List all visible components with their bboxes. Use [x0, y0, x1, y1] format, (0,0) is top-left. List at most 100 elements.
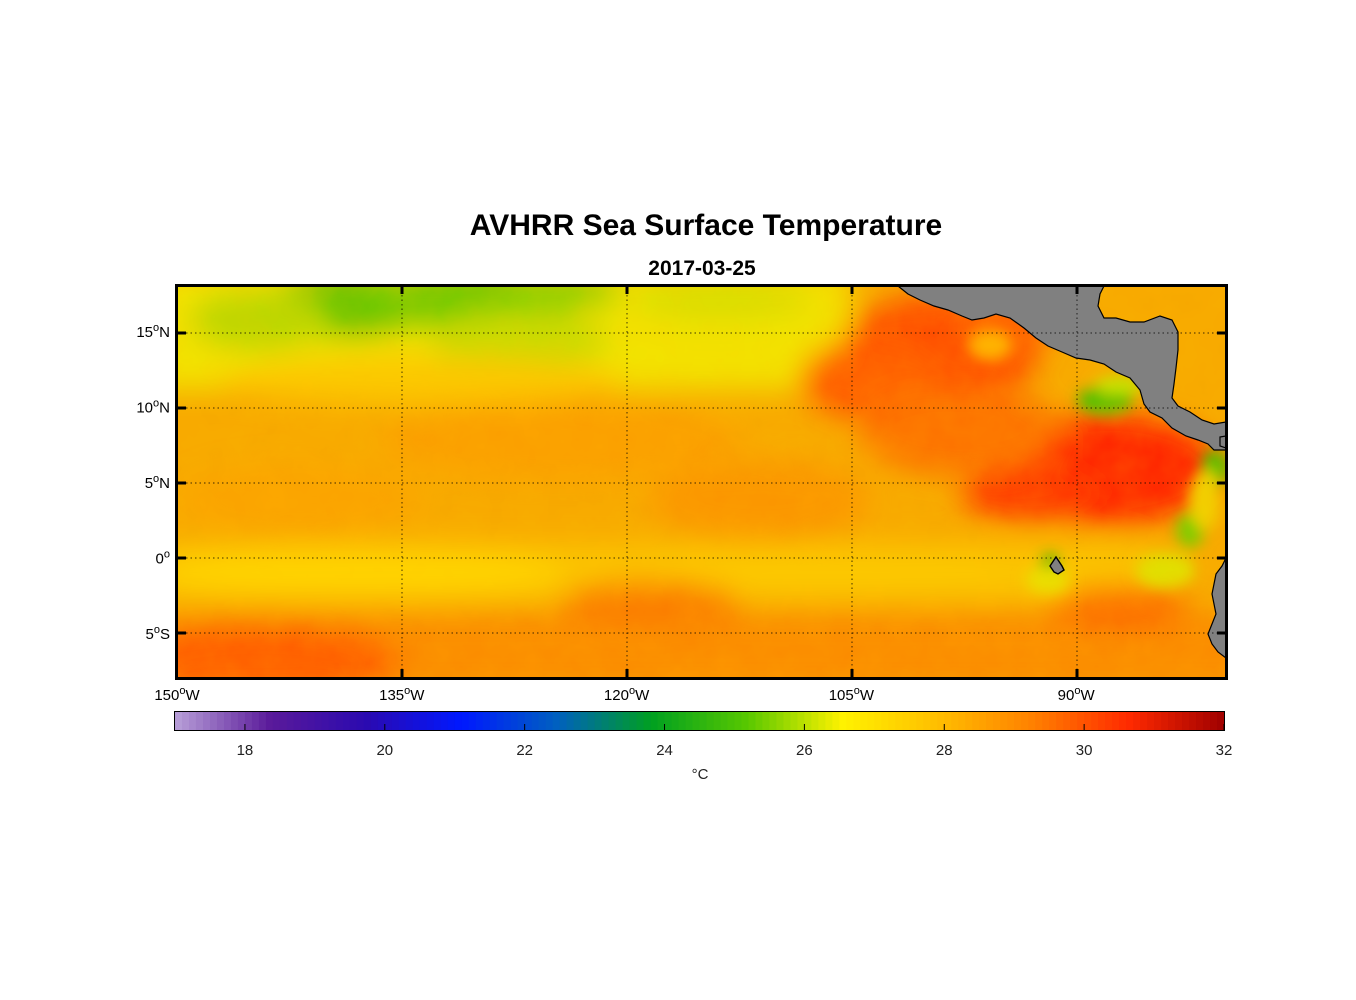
colorbar-swatch — [1007, 712, 1015, 730]
colorbar-swatch — [412, 712, 421, 730]
colorbar-tick-label: 22 — [516, 742, 533, 759]
longitude-tick-label: 90oW — [1058, 685, 1096, 704]
longitude-tick-label: 150oW — [154, 685, 200, 704]
colorbar-swatch — [1168, 712, 1176, 730]
colorbar-swatch — [307, 712, 316, 730]
colorbar-swatch — [643, 712, 652, 730]
colorbar-swatch — [349, 712, 358, 730]
colorbar-swatch — [426, 712, 435, 730]
chart-title: AVHRR Sea Surface Temperature — [470, 209, 942, 242]
latitude-tick-label: 10oN — [136, 398, 170, 417]
colorbar-swatch — [741, 712, 750, 730]
colorbar-swatch — [293, 712, 302, 730]
colorbar-swatch — [328, 712, 337, 730]
colorbar-swatch — [755, 712, 764, 730]
colorbar-swatch — [496, 712, 505, 730]
colorbar-swatch — [209, 712, 218, 730]
colorbar-swatch — [552, 712, 561, 730]
colorbar-swatch — [482, 712, 491, 730]
colorbar-swatch — [524, 712, 533, 730]
colorbar-swatch — [1119, 712, 1127, 730]
colorbar-swatch — [1154, 712, 1162, 730]
colorbar-swatch — [839, 712, 847, 730]
colorbar-swatch — [573, 712, 582, 730]
sst-texture — [177, 286, 1226, 678]
colorbar-tick-label: 26 — [796, 742, 813, 759]
colorbar-swatch — [1098, 712, 1106, 730]
longitude-tick-label: 135oW — [379, 685, 425, 704]
colorbar-swatch — [237, 712, 246, 730]
colorbar-swatch — [797, 712, 805, 730]
colorbar-swatch — [188, 712, 197, 730]
chart-subtitle: 2017-03-25 — [648, 257, 756, 280]
colorbar-swatch — [475, 712, 484, 730]
colorbar-swatch — [510, 712, 519, 730]
sst-heatmap — [177, 286, 1226, 678]
colorbar-swatch — [503, 712, 512, 730]
colorbar-swatch — [202, 712, 211, 730]
colorbar-tick-label: 30 — [1076, 742, 1093, 759]
colorbar-swatch — [195, 712, 204, 730]
colorbar-swatch — [440, 712, 449, 730]
colorbar-swatch — [853, 712, 861, 730]
colorbar-swatch — [636, 712, 645, 730]
colorbar-swatch — [944, 712, 952, 730]
colorbar-swatch — [258, 712, 267, 730]
colorbar-swatch — [314, 712, 323, 730]
colorbar-swatch — [1161, 712, 1169, 730]
latitude-tick-label: 5oN — [145, 473, 170, 492]
colorbar-swatch — [1021, 712, 1029, 730]
latitude-tick-label: 0o — [156, 548, 170, 567]
colorbar-swatch — [1140, 712, 1148, 730]
colorbar-swatch — [804, 712, 812, 730]
longitude-tick-label: 120oW — [604, 685, 650, 704]
colorbar-swatch — [965, 712, 973, 730]
colorbar-swatch — [405, 712, 414, 730]
colorbar-swatch — [216, 712, 225, 730]
colorbar-swatch — [657, 712, 666, 730]
colorbar-swatch — [545, 712, 554, 730]
colorbar-swatch — [902, 712, 910, 730]
colorbar-swatch — [706, 712, 715, 730]
colorbar-swatch — [1112, 712, 1120, 730]
colorbar-swatch — [244, 712, 253, 730]
colorbar-swatch — [181, 712, 190, 730]
colorbar-swatch — [790, 712, 799, 730]
colorbar-swatch — [818, 712, 826, 730]
colorbar-swatch — [748, 712, 757, 730]
colorbar-swatch — [1000, 712, 1008, 730]
colorbar-swatch — [601, 712, 610, 730]
colorbar-swatch — [972, 712, 980, 730]
colorbar-swatch — [1203, 712, 1211, 730]
colorbar-swatch — [594, 712, 603, 730]
colorbar-swatch — [391, 712, 400, 730]
colorbar-swatch — [433, 712, 442, 730]
colorbar-swatch — [937, 712, 945, 730]
colorbar-swatch — [979, 712, 987, 730]
colorbar-tick-label: 32 — [1216, 742, 1233, 759]
colorbar-swatch — [335, 712, 344, 730]
colorbar-swatches — [175, 712, 1225, 730]
colorbar-swatch — [895, 712, 903, 730]
colorbar-swatch — [776, 712, 785, 730]
colorbar-swatch — [888, 712, 896, 730]
colorbar-swatch — [1042, 712, 1050, 730]
latitude-tick-labels: 15oN 10oN 5oN 0o 5oS — [136, 322, 170, 643]
colorbar-swatch — [175, 712, 183, 730]
colorbar-swatch — [1147, 712, 1155, 730]
colorbar-swatch — [279, 712, 288, 730]
colorbar: 18 20 22 24 26 28 30 32 °C — [174, 711, 1233, 783]
colorbar-swatch — [1196, 712, 1204, 730]
colorbar-swatch — [1126, 712, 1134, 730]
colorbar-swatch — [1063, 712, 1071, 730]
colorbar-swatch — [272, 712, 281, 730]
colorbar-swatch — [1049, 712, 1057, 730]
colorbar-swatch — [531, 712, 540, 730]
colorbar-swatch — [769, 712, 778, 730]
colorbar-swatch — [678, 712, 687, 730]
colorbar-swatch — [1070, 712, 1078, 730]
colorbar-swatch — [370, 712, 379, 730]
colorbar-swatch — [489, 712, 498, 730]
cuba-hispaniola-land — [1219, 435, 1226, 449]
colorbar-swatch — [650, 712, 659, 730]
